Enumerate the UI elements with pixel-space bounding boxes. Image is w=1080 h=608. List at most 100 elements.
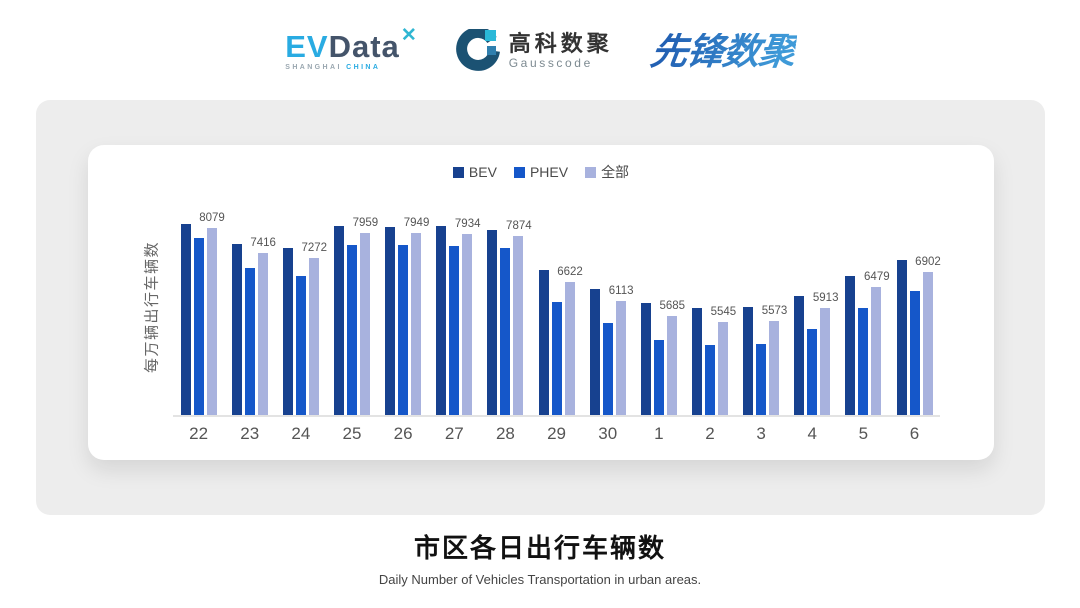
bar-group-5: 6479 5 bbox=[838, 193, 890, 443]
bar-all bbox=[308, 258, 319, 415]
x-tick-label: 2 bbox=[705, 424, 715, 443]
bar-group-27: 7934 27 bbox=[429, 193, 481, 443]
bar-all bbox=[206, 228, 217, 415]
bar-phev bbox=[858, 308, 869, 415]
bar-all bbox=[411, 233, 422, 415]
gausscode-en-text: Gausscode bbox=[508, 55, 593, 70]
y-axis-label: 每万辆出行车辆数 bbox=[143, 240, 161, 374]
bar-all bbox=[871, 287, 882, 415]
legend-swatch-bev bbox=[452, 166, 464, 178]
bar-bev bbox=[231, 244, 242, 415]
evdata-subtext-shanghai: SHANGHAI bbox=[285, 64, 342, 71]
bar-bev bbox=[333, 226, 344, 415]
evdata-x-icon: ✕ bbox=[400, 25, 418, 46]
bar-all bbox=[513, 236, 524, 415]
bar-phev bbox=[398, 245, 409, 415]
chart-subtitle: Daily Number of Vehicles Transportation … bbox=[378, 572, 702, 587]
header-logos: EV Data ✕ SHANGHAI CHINA 高科数聚 Gausscode 先锋… bbox=[0, 22, 1080, 80]
data-label: 6902 bbox=[915, 256, 941, 268]
bar-phev bbox=[449, 246, 460, 415]
x-tick-label: 24 bbox=[291, 424, 311, 443]
data-label: 7959 bbox=[352, 217, 379, 229]
bar-phev bbox=[602, 323, 613, 415]
evdata-data-text: Data bbox=[328, 29, 400, 64]
data-label: 6622 bbox=[557, 266, 583, 278]
bar-bev bbox=[282, 248, 293, 415]
chart-title: 市区各日出行车辆数 bbox=[413, 533, 666, 563]
bar-bev bbox=[538, 270, 549, 415]
x-tick-label: 22 bbox=[189, 424, 209, 443]
bar-all bbox=[922, 272, 933, 415]
evdata-ev-text: EV bbox=[285, 29, 329, 64]
data-label: 5685 bbox=[659, 300, 686, 312]
bar-phev bbox=[909, 291, 920, 415]
bar-bev bbox=[845, 276, 856, 415]
bar-bev bbox=[691, 308, 702, 415]
data-label: 6479 bbox=[864, 271, 890, 283]
bar-group-2: 5545 2 bbox=[684, 193, 736, 443]
bar-all bbox=[257, 253, 268, 415]
bar-group-6: 6902 6 bbox=[889, 193, 941, 443]
logo-evdata: EV Data ✕ SHANGHAI CHINA bbox=[285, 26, 417, 71]
x-tick-label: 4 bbox=[807, 424, 817, 443]
data-label: 7416 bbox=[250, 237, 276, 249]
x-tick-label: 6 bbox=[909, 424, 920, 443]
data-label: 7934 bbox=[454, 218, 481, 230]
bar-bev bbox=[640, 303, 651, 415]
legend-item-phev[interactable]: PHEV bbox=[513, 164, 568, 180]
x-tick-label: 30 bbox=[598, 424, 618, 443]
bar-bev bbox=[385, 227, 396, 415]
chart-panel: BEV PHEV 全部 每万辆出行车辆数 8079 22 7416 23 7272 24 795… bbox=[36, 100, 1045, 515]
data-label: 7949 bbox=[403, 217, 430, 229]
legend-label-all: 全部 bbox=[601, 164, 630, 180]
bar-phev bbox=[500, 248, 511, 415]
bar-bev bbox=[794, 296, 805, 415]
bar-bev bbox=[487, 230, 498, 415]
chart-caption: 市区各日出行车辆数 Daily Number of Vehicles Trans… bbox=[0, 528, 1080, 587]
x-tick-label: 27 bbox=[444, 424, 464, 443]
bar-bev bbox=[436, 226, 447, 415]
bar-phev bbox=[653, 340, 664, 415]
bar-all bbox=[615, 301, 626, 415]
bar-phev bbox=[807, 329, 818, 415]
bar-all bbox=[717, 322, 728, 415]
evdata-subtext-china: CHINA bbox=[346, 64, 381, 71]
bar-group-26: 7949 26 bbox=[378, 193, 430, 443]
x-tick-label: 5 bbox=[858, 424, 869, 443]
x-tick-label: 26 bbox=[393, 424, 413, 443]
legend-item-bev[interactable]: BEV bbox=[452, 164, 497, 180]
x-tick-label: 25 bbox=[342, 424, 362, 443]
gausscode-cn-text: 高科数聚 bbox=[508, 30, 613, 56]
bar-group-24: 7272 24 bbox=[275, 193, 328, 443]
x-tick-label: 3 bbox=[756, 424, 766, 443]
data-label: 5573 bbox=[761, 305, 788, 317]
bar-group-23: 7416 23 bbox=[224, 193, 276, 443]
data-label: 8079 bbox=[199, 212, 225, 224]
bar-phev bbox=[704, 345, 715, 415]
data-label: 7272 bbox=[301, 242, 328, 254]
gausscode-wordmark: 高科数聚 Gausscode bbox=[508, 30, 613, 71]
evdata-wordmark: EV Data ✕ bbox=[285, 26, 417, 64]
legend-swatch-all bbox=[585, 166, 597, 178]
bar-group-28: 7874 28 bbox=[480, 193, 532, 443]
data-label: 5913 bbox=[812, 292, 839, 304]
bar-group-30: 6113 30 bbox=[582, 193, 633, 443]
logo-pioneer-wordmark: 先锋数聚 bbox=[647, 30, 798, 72]
bar-all bbox=[769, 321, 780, 415]
bar-group-3: 5573 3 bbox=[736, 193, 788, 443]
bar-bev bbox=[589, 289, 600, 415]
bar-all bbox=[666, 316, 677, 415]
bar-phev bbox=[295, 276, 306, 415]
bar-group-25: 7959 25 bbox=[326, 193, 379, 443]
bar-phev bbox=[193, 238, 204, 415]
legend-label-bev: BEV bbox=[468, 164, 497, 180]
bar-group-29: 6622 29 bbox=[531, 193, 583, 443]
bar-group-1: 5685 1 bbox=[633, 193, 686, 443]
chart-card: BEV PHEV 全部 每万辆出行车辆数 8079 22 7416 23 7272 24 795… bbox=[88, 145, 994, 460]
bar-group-4: 5913 4 bbox=[787, 193, 839, 443]
legend-swatch-phev bbox=[513, 166, 525, 178]
legend-item-all[interactable]: 全部 bbox=[585, 162, 629, 182]
bar-bev bbox=[896, 260, 907, 415]
data-label: 7874 bbox=[506, 220, 532, 232]
bar-bev bbox=[180, 224, 191, 415]
